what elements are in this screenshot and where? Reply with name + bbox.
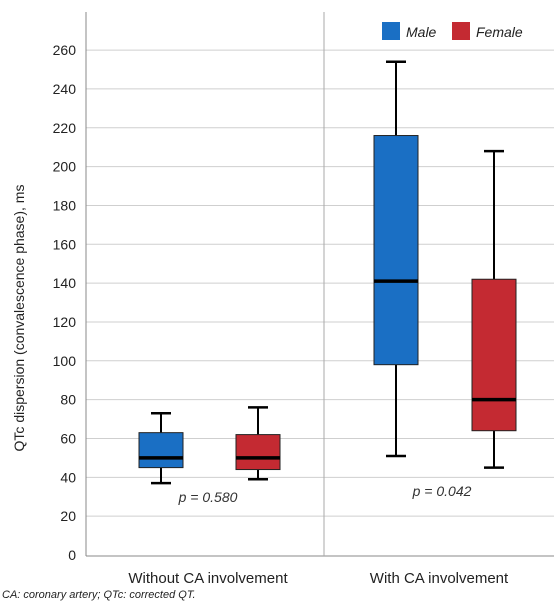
- y-tick-label: 0: [68, 547, 76, 563]
- y-tick-label: 40: [60, 469, 76, 485]
- y-tick-label: 200: [53, 159, 77, 175]
- boxplot-chart: 0 20 40 60 80 100 120 140 160 180 200 220 240 260 Wit…: [11, 12, 554, 585]
- legend-label-male: Male: [406, 24, 437, 40]
- y-tick-label: 180: [53, 197, 77, 213]
- box-female-2: [471, 149, 517, 469]
- y-tick-label: 220: [53, 120, 77, 136]
- boxes: [138, 60, 517, 485]
- box-male-2: [373, 60, 419, 458]
- box-male-1: [138, 411, 184, 485]
- footnote: CA: coronary artery; QTc: corrected QT.: [2, 589, 196, 601]
- box-iqr: [235, 434, 281, 471]
- y-tick-label: 120: [53, 314, 77, 330]
- box-female-1: [235, 406, 281, 481]
- y-tick-label: 80: [60, 392, 76, 408]
- p-value-labels: p = 0.580 p = 0.042: [178, 483, 472, 505]
- p-value: p = 0.042: [412, 483, 472, 499]
- y-tick-label: 240: [53, 81, 77, 97]
- x-category-label: Without CA involvement: [128, 570, 288, 585]
- y-tick-label: 60: [60, 430, 76, 446]
- legend-label-female: Female: [476, 24, 523, 40]
- box-iqr: [138, 432, 184, 469]
- legend-swatch-female: [452, 22, 470, 40]
- box-iqr: [373, 135, 419, 366]
- y-tick-label: 140: [53, 275, 77, 291]
- y-axis-title: QTc dispersion (convalescence phase), ms: [11, 185, 27, 452]
- plot-frame: [85, 12, 554, 557]
- p-value: p = 0.580: [178, 489, 238, 505]
- box-iqr: [471, 278, 517, 432]
- y-tick-label: 260: [53, 42, 77, 58]
- legend: Male Female: [382, 22, 523, 40]
- y-tick-label: 160: [53, 236, 77, 252]
- y-tick-label: 100: [53, 353, 77, 369]
- category-labels: Without CA involvement With CA involvemen…: [128, 570, 509, 585]
- legend-swatch-male: [382, 22, 400, 40]
- y-tick-label: 20: [60, 508, 76, 524]
- y-axis-ticks: 0 20 40 60 80 100 120 140 160 180 200 220 240 260: [53, 42, 77, 563]
- x-category-label: With CA involvement: [370, 570, 509, 585]
